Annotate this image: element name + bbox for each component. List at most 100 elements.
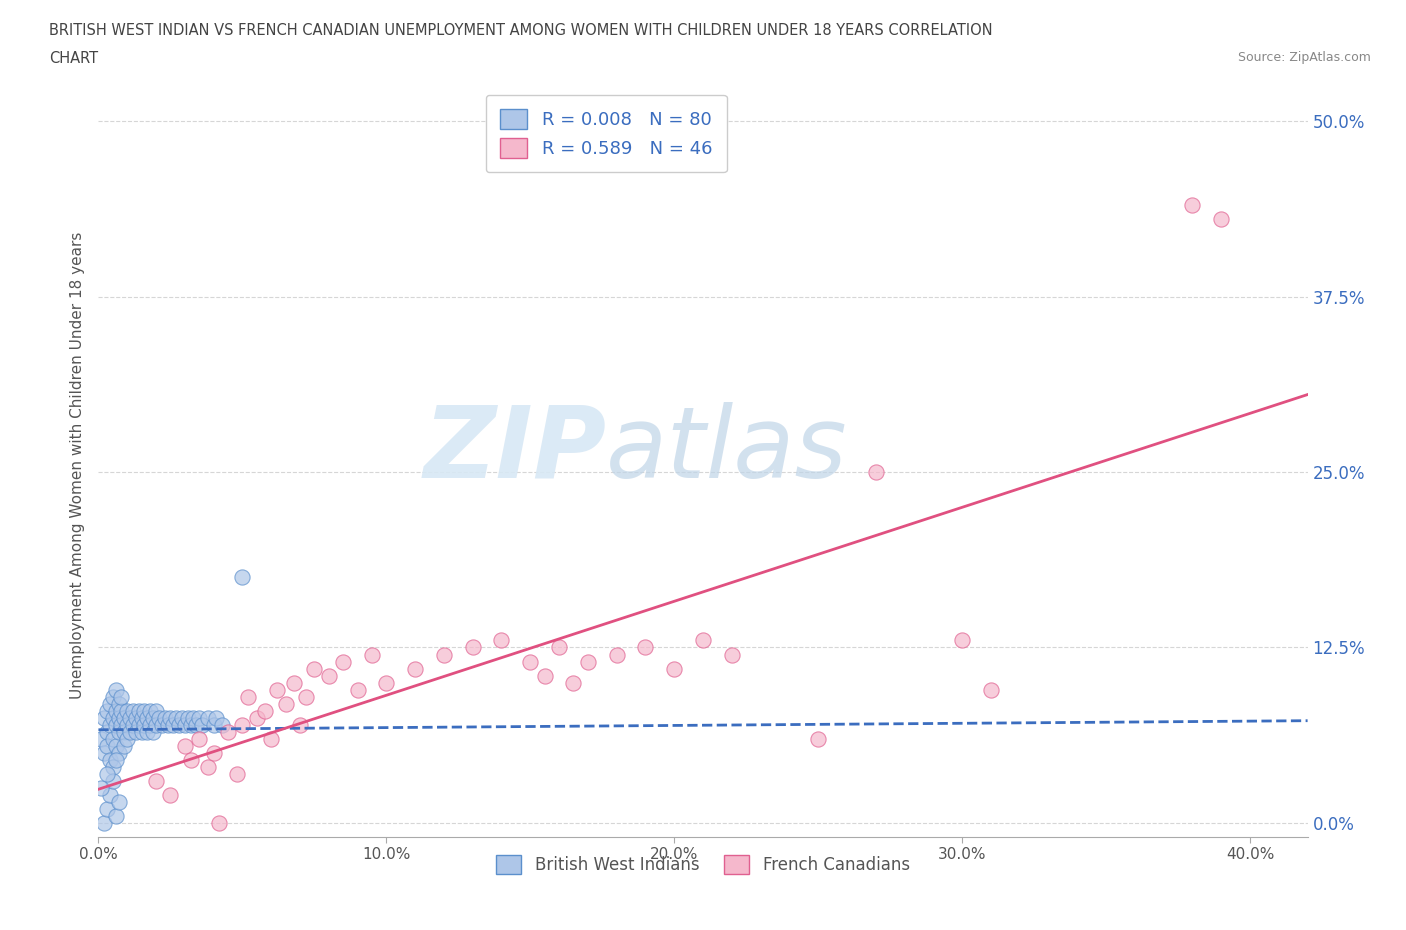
Point xyxy=(96,703,118,718)
Point xyxy=(98,697,121,711)
Point xyxy=(461,640,484,655)
Point xyxy=(107,794,129,809)
Point xyxy=(90,731,112,746)
Point xyxy=(107,745,129,760)
Point xyxy=(173,717,195,732)
Point xyxy=(361,647,384,662)
Text: BRITISH WEST INDIAN VS FRENCH CANADIAN UNEMPLOYMENT AMONG WOMEN WITH CHILDREN UN: BRITISH WEST INDIAN VS FRENCH CANADIAN U… xyxy=(49,23,993,38)
Point xyxy=(1181,198,1204,213)
Point xyxy=(134,703,156,718)
Point xyxy=(101,774,124,789)
Point xyxy=(110,703,132,718)
Point xyxy=(145,774,167,789)
Point xyxy=(104,752,127,767)
Text: ZIP: ZIP xyxy=(423,402,606,498)
Point xyxy=(950,633,973,648)
Point xyxy=(120,724,142,739)
Point xyxy=(176,711,198,725)
Point xyxy=(980,683,1002,698)
Point xyxy=(115,731,138,746)
Point xyxy=(170,711,193,725)
Point xyxy=(153,711,176,725)
Point xyxy=(346,683,368,698)
Point xyxy=(180,752,202,767)
Point xyxy=(128,717,150,732)
Point xyxy=(865,465,887,480)
Point xyxy=(433,647,456,662)
Point xyxy=(576,654,599,669)
Point xyxy=(98,752,121,767)
Point xyxy=(211,717,233,732)
Point xyxy=(197,711,219,725)
Point xyxy=(404,661,426,676)
Y-axis label: Unemployment Among Women with Children Under 18 years: Unemployment Among Women with Children U… xyxy=(70,232,86,698)
Point xyxy=(1211,212,1233,227)
Point xyxy=(183,711,205,725)
Point xyxy=(205,711,228,725)
Point xyxy=(150,717,173,732)
Point xyxy=(186,717,208,732)
Point xyxy=(101,760,124,775)
Point xyxy=(107,697,129,711)
Point xyxy=(533,668,555,683)
Point xyxy=(136,711,159,725)
Point xyxy=(112,711,135,725)
Point xyxy=(294,689,316,704)
Point xyxy=(720,647,742,662)
Point xyxy=(96,724,118,739)
Point xyxy=(236,689,259,704)
Point xyxy=(274,697,297,711)
Point xyxy=(101,711,124,725)
Text: atlas: atlas xyxy=(606,402,848,498)
Point xyxy=(131,711,153,725)
Point xyxy=(692,633,714,648)
Legend: British West Indians, French Canadians: British West Indians, French Canadians xyxy=(489,849,917,881)
Point xyxy=(202,745,225,760)
Point xyxy=(128,703,150,718)
Point xyxy=(288,717,311,732)
Point xyxy=(120,711,142,725)
Point xyxy=(107,711,129,725)
Text: CHART: CHART xyxy=(49,51,98,66)
Point xyxy=(266,683,288,698)
Point xyxy=(260,731,283,746)
Point xyxy=(90,780,112,795)
Point xyxy=(115,717,138,732)
Point xyxy=(197,760,219,775)
Point xyxy=(165,711,187,725)
Point xyxy=(246,711,269,725)
Point xyxy=(93,711,115,725)
Point xyxy=(807,731,830,746)
Point xyxy=(142,711,165,725)
Point xyxy=(98,717,121,732)
Point xyxy=(162,717,184,732)
Point xyxy=(101,689,124,704)
Point xyxy=(664,661,686,676)
Point xyxy=(104,808,127,823)
Point xyxy=(159,711,181,725)
Point xyxy=(148,711,170,725)
Point xyxy=(142,724,165,739)
Point xyxy=(145,717,167,732)
Point xyxy=(139,717,162,732)
Point xyxy=(548,640,571,655)
Point xyxy=(202,717,225,732)
Text: Source: ZipAtlas.com: Source: ZipAtlas.com xyxy=(1237,51,1371,64)
Point xyxy=(112,724,135,739)
Point xyxy=(375,675,398,690)
Point xyxy=(101,731,124,746)
Point xyxy=(217,724,239,739)
Point xyxy=(104,703,127,718)
Point xyxy=(231,717,253,732)
Point xyxy=(122,717,145,732)
Point xyxy=(134,717,156,732)
Point xyxy=(283,675,305,690)
Point xyxy=(562,675,585,690)
Point xyxy=(491,633,513,648)
Point xyxy=(173,738,195,753)
Point xyxy=(136,724,159,739)
Point xyxy=(188,711,211,725)
Point xyxy=(98,788,121,803)
Point xyxy=(332,654,354,669)
Point xyxy=(254,703,277,718)
